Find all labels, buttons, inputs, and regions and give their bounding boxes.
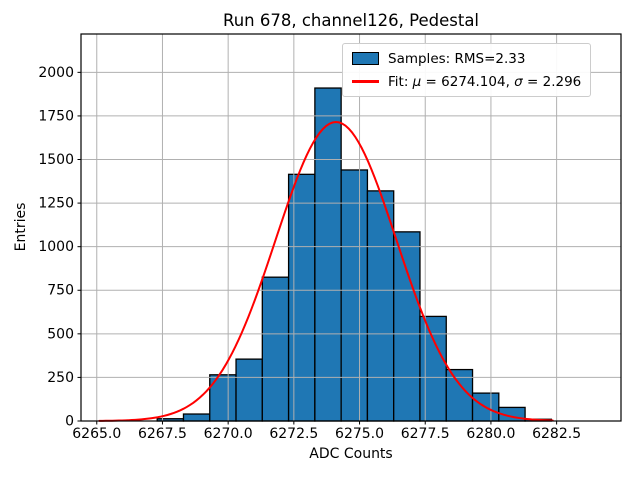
legend-label: Samples: RMS=2.33 bbox=[388, 50, 526, 67]
y-tick-label: 1750 bbox=[38, 108, 74, 124]
x-axis-label: ADC Counts bbox=[309, 446, 393, 462]
y-tick-label: 1000 bbox=[38, 239, 74, 255]
y-axis-label: Entries bbox=[13, 202, 29, 252]
legend: Samples: RMS=2.33 Fit: μ = 6274.104, σ = … bbox=[342, 43, 592, 97]
histogram-bar bbox=[314, 87, 342, 422]
fit-curve bbox=[98, 121, 554, 422]
chart-title: Run 678, channel126, Pedestal bbox=[222, 11, 480, 30]
histogram-bar bbox=[340, 169, 369, 422]
histogram-bar bbox=[366, 190, 395, 422]
y-tick-label: 1500 bbox=[38, 152, 74, 168]
histogram-bar bbox=[419, 315, 447, 422]
histogram-bar bbox=[182, 413, 211, 422]
x-tick-label: 6272.5 bbox=[269, 426, 318, 442]
y-tick-label: 750 bbox=[47, 283, 74, 299]
x-tick-label: 6270.0 bbox=[204, 426, 253, 442]
histogram-bar bbox=[261, 276, 290, 422]
legend-entry: Samples: RMS=2.33 bbox=[352, 48, 581, 69]
y-tick-label: 0 bbox=[65, 413, 74, 429]
histogram-bar bbox=[235, 358, 263, 422]
x-tick-label: 6277.5 bbox=[401, 426, 450, 442]
legend-patch-swatch bbox=[352, 52, 379, 65]
y-tick-label: 1250 bbox=[38, 196, 74, 212]
y-tick-label: 250 bbox=[47, 370, 74, 386]
x-tick-label: 6265.0 bbox=[72, 426, 121, 442]
legend-entry: Fit: μ = 6274.104, σ = 2.296 bbox=[352, 71, 581, 92]
histogram-bar bbox=[287, 173, 316, 422]
legend-line-swatch bbox=[352, 80, 379, 83]
x-tick-label: 6280.0 bbox=[466, 426, 515, 442]
axes-spines bbox=[80, 33, 622, 422]
x-tick-label: 6267.5 bbox=[138, 426, 187, 442]
x-tick-label: 6275.0 bbox=[335, 426, 384, 442]
y-tick-label: 2000 bbox=[38, 65, 74, 81]
y-tick-label: 500 bbox=[47, 326, 74, 342]
x-tick-label: 6282.5 bbox=[532, 426, 581, 442]
legend-label: Fit: μ = 6274.104, σ = 2.296 bbox=[388, 73, 582, 90]
histogram-bar bbox=[393, 231, 421, 422]
